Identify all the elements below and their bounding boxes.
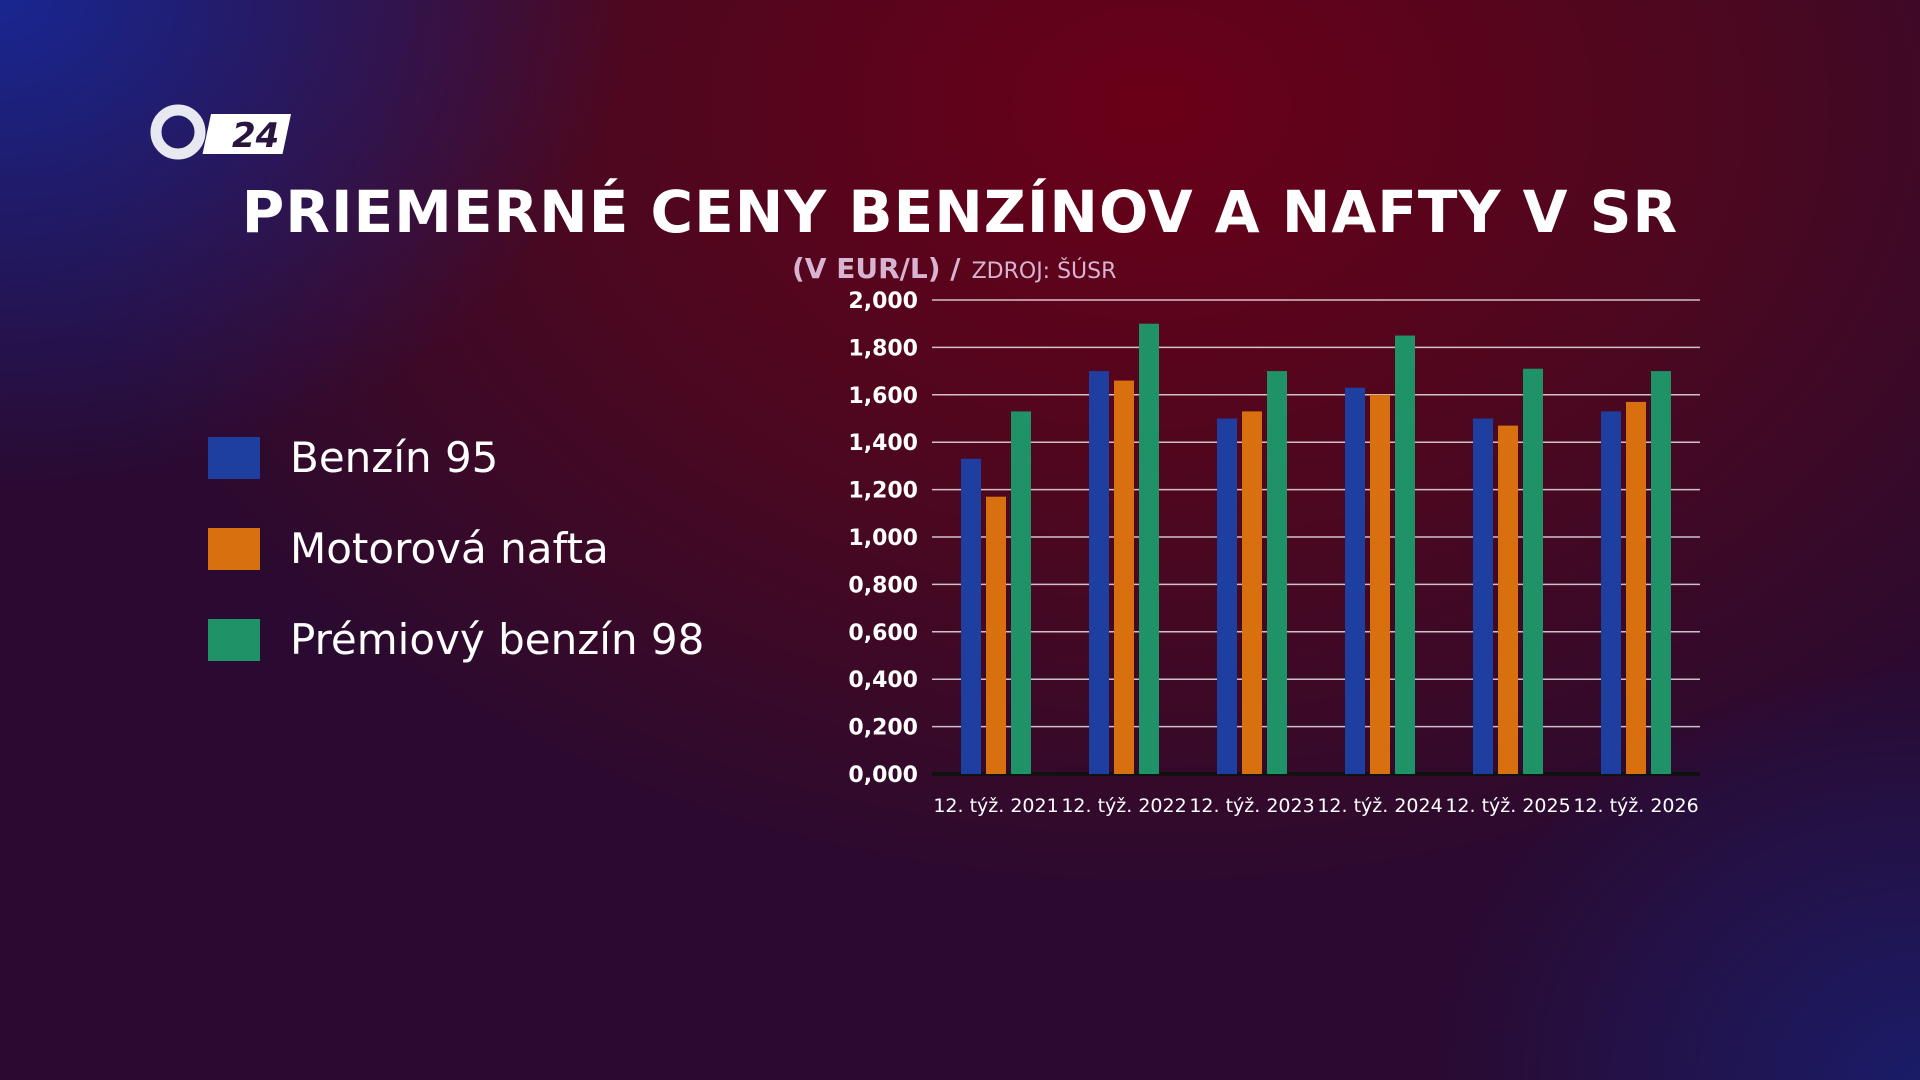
x-tick-label: 12. týž. 2021 bbox=[933, 795, 1058, 817]
chart-legend: Benzín 95 Motorová nafta Prémiový benzín… bbox=[208, 412, 704, 685]
y-tick-label: 1,000 bbox=[848, 526, 918, 551]
x-tick-label: 12. týž. 2022 bbox=[1061, 795, 1186, 817]
bar-2-6 bbox=[1626, 401, 1646, 774]
bar-1-3 bbox=[1217, 418, 1237, 774]
bar-2-4 bbox=[1370, 394, 1390, 774]
legend-item-benzin-95: Benzín 95 bbox=[208, 412, 704, 503]
x-tick-label: 12. týž. 2026 bbox=[1573, 795, 1698, 817]
legend-swatch-premiovy-benzin-98 bbox=[208, 618, 260, 661]
logo-ring-icon bbox=[150, 104, 206, 160]
bar-1-5 bbox=[1473, 418, 1493, 774]
y-tick-label: 0,200 bbox=[848, 716, 918, 741]
bar-2-2 bbox=[1114, 380, 1134, 774]
bar-1-2 bbox=[1089, 371, 1109, 774]
y-tick-label: 1,600 bbox=[848, 384, 918, 409]
bar-3-5 bbox=[1523, 368, 1543, 774]
legend-item-motorova-nafta: Motorová nafta bbox=[208, 503, 704, 594]
y-tick-label: 0,800 bbox=[848, 573, 918, 598]
y-tick-label: 1,200 bbox=[848, 479, 918, 504]
bar-2-3 bbox=[1242, 411, 1262, 774]
y-tick-label: 2,000 bbox=[848, 289, 918, 314]
legend-item-premiovy-benzin-98: Prémiový benzín 98 bbox=[208, 594, 704, 685]
bar-3-4 bbox=[1395, 335, 1415, 774]
legend-swatch-motorova-nafta bbox=[208, 527, 260, 570]
y-tick-label: 1,400 bbox=[848, 431, 918, 456]
x-tick-label: 12. týž. 2025 bbox=[1445, 795, 1570, 817]
bar-1-4 bbox=[1345, 387, 1365, 774]
chart-subtitle: (V EUR/L) / ZDROJ: ŠÚSR bbox=[792, 252, 1116, 285]
logo-badge bbox=[202, 114, 292, 154]
o24-logo: 24 bbox=[150, 104, 292, 160]
logo-text: 24 bbox=[232, 116, 279, 156]
subtitle-source: ZDROJ: ŠÚSR bbox=[971, 259, 1117, 284]
legend-label-benzin-95: Benzín 95 bbox=[290, 433, 499, 482]
legend-label-premiovy-benzin-98: Prémiový benzín 98 bbox=[290, 615, 705, 664]
bar-3-6 bbox=[1651, 371, 1671, 774]
bar-3-3 bbox=[1267, 371, 1287, 774]
chart-title: PRIEMERNÉ CENY BENZÍNOV A NAFTY V SR bbox=[241, 178, 1679, 246]
y-tick-label: 0,600 bbox=[848, 621, 918, 646]
legend-label-motorova-nafta: Motorová nafta bbox=[290, 524, 609, 573]
bar-chart: 0,000 0,200 0,400 0,600 0,800 1,000 1,200 1,400… bbox=[848, 289, 1700, 817]
bar-1-6 bbox=[1601, 411, 1621, 774]
bar-1-1 bbox=[961, 458, 981, 774]
legend-swatch-benzin-95 bbox=[208, 436, 260, 479]
y-tick-label: 1,800 bbox=[848, 336, 918, 361]
bar-3-2 bbox=[1139, 323, 1159, 774]
bar-2-1 bbox=[986, 496, 1006, 774]
y-tick-label: 0,000 bbox=[848, 763, 918, 788]
x-tick-label: 12. týž. 2023 bbox=[1189, 795, 1314, 817]
bar-2-5 bbox=[1498, 425, 1518, 774]
y-tick-label: 0,400 bbox=[848, 668, 918, 693]
x-tick-label: 12. týž. 2024 bbox=[1317, 795, 1442, 817]
bar-3-1 bbox=[1011, 411, 1031, 774]
subtitle-unit: (V EUR/L) / bbox=[792, 252, 961, 285]
